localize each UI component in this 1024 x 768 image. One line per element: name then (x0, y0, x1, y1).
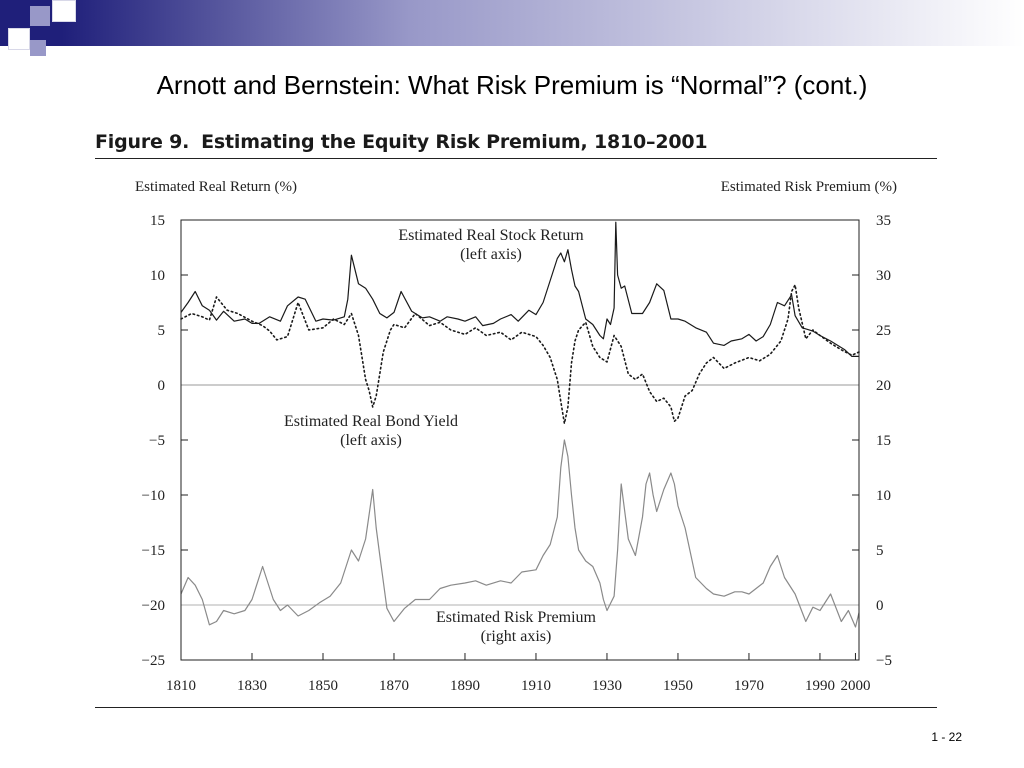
right-tick-label: 25 (876, 323, 891, 339)
right-tick-label: 20 (876, 378, 891, 394)
right-axis-label: Estimated Risk Premium (%) (721, 179, 897, 195)
left-tick-label: −25 (142, 653, 165, 669)
bond-yield-annotation-line1: Estimated Real Bond Yield (284, 413, 458, 430)
risk-premium-annotation-line1: Estimated Risk Premium (436, 609, 597, 626)
right-tick-label: 15 (876, 433, 891, 449)
left-tick-label: 10 (150, 268, 165, 284)
stock-return-annotation-line1: Estimated Real Stock Return (398, 227, 583, 244)
left-tick-label: −10 (142, 488, 165, 504)
risk-premium-annotation: Estimated Risk Premium (right axis) (436, 609, 597, 645)
real-bond-yield-line (180, 284, 860, 425)
header-gradient-bar (0, 0, 1024, 46)
figure-bottom-rule (95, 707, 937, 708)
risk-premium-annotation-line2: (right axis) (481, 628, 552, 645)
left-tick-label: −20 (142, 598, 165, 614)
x-tick-label: 1870 (379, 678, 409, 694)
bond-yield-annotation-line2: (left axis) (340, 432, 402, 449)
deco-square (52, 0, 76, 22)
left-tick-label: 0 (158, 378, 166, 394)
deco-square (8, 28, 30, 50)
x-tick-label: 1990 (805, 678, 835, 694)
left-tick-label: 15 (150, 213, 165, 229)
deco-square (8, 6, 28, 26)
stock-return-annotation: Estimated Real Stock Return (left axis) (398, 227, 583, 263)
figure-label: Figure 9. (95, 131, 190, 153)
stock-return-annotation-line2: (left axis) (460, 246, 522, 263)
left-axis-label: Estimated Real Return (%) (135, 179, 297, 195)
deco-square (30, 6, 50, 26)
x-tick-label: 1970 (734, 678, 764, 694)
real-stock-return-line (180, 221, 859, 357)
deco-square (46, 26, 62, 42)
right-tick-label: 10 (876, 488, 891, 504)
x-tick-label: 2000 (840, 678, 870, 694)
bond-yield-annotation: Estimated Real Bond Yield (left axis) (284, 413, 458, 449)
figure-title: Figure 9. Estimating the Equity Risk Prem… (95, 131, 708, 153)
x-tick-label: 1950 (663, 678, 693, 694)
left-tick-label: −15 (142, 543, 165, 559)
deco-square (30, 40, 46, 56)
left-tick-label: −5 (149, 433, 165, 449)
page-number: 1 - 22 (931, 730, 962, 744)
right-tick-label: 0 (876, 598, 884, 614)
x-tick-label: 1910 (521, 678, 551, 694)
left-tick-label: 5 (158, 323, 166, 339)
x-tick-label: 1850 (308, 678, 338, 694)
x-tick-label: 1810 (166, 678, 196, 694)
right-tick-label: 30 (876, 268, 891, 284)
x-tick-label: 1890 (450, 678, 480, 694)
right-tick-label: −5 (876, 653, 892, 669)
x-tick-label: 1830 (237, 678, 267, 694)
plot-frame (180, 219, 860, 661)
slide-title: Arnott and Bernstein: What Risk Premium … (156, 70, 868, 100)
figure-top-rule (95, 158, 937, 159)
x-tick-label: 1930 (592, 678, 622, 694)
right-tick-label: 5 (876, 543, 884, 559)
figure-title-text: Estimating the Equity Risk Premium, 1810… (201, 131, 708, 153)
risk-premium-line (180, 439, 860, 628)
right-tick-label: 35 (876, 213, 891, 229)
